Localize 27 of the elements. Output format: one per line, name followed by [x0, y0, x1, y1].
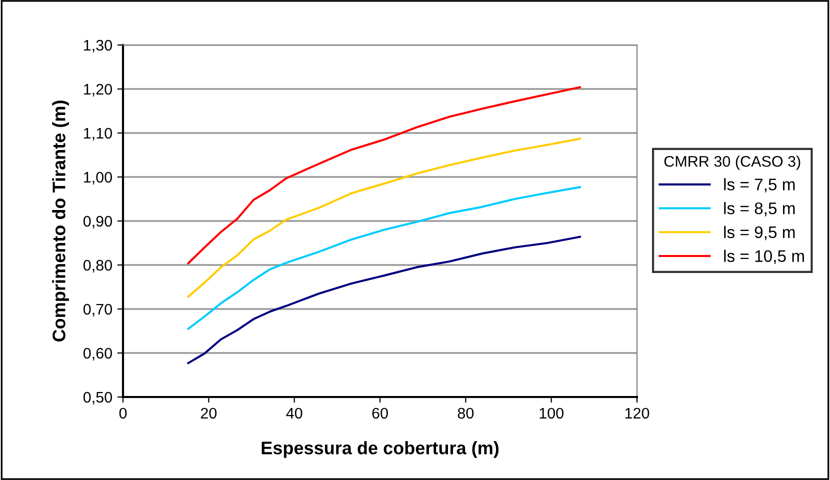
legend-title: CMRR 30 (CASO 3) [664, 156, 800, 170]
y-tick-label: 0,80 [83, 260, 112, 272]
line-series [187, 86, 581, 264]
y-tick-label: 1,00 [84, 172, 112, 184]
x-tick-label: 60 [372, 408, 388, 419]
y-tick-label: 0,50 [83, 392, 112, 404]
legend-label: ls = 10,5 m [724, 250, 804, 264]
line-series [187, 138, 581, 298]
y-tick-label: 1,30 [84, 40, 112, 52]
y-tick-label: 0,60 [83, 348, 112, 360]
x-tick-label: 0 [119, 408, 127, 419]
x-tick-label: 40 [286, 408, 302, 419]
legend-label: ls = 8,5 m [724, 202, 795, 216]
legend-label: ls = 9,5 m [724, 226, 795, 240]
x-tick-label: 20 [200, 408, 217, 419]
line-series [187, 236, 581, 364]
x-tick-label: 100 [540, 408, 564, 419]
y-tick-label: 0,70 [83, 304, 112, 316]
x-tick-label: 80 [458, 408, 474, 419]
y-tick-label: 0,90 [83, 216, 112, 228]
y-tick-label: 1,20 [84, 84, 112, 96]
x-tick-label: 120 [625, 408, 650, 419]
y-axis-title: Comprimento do Tirante (m) [52, 100, 69, 342]
line-series [187, 186, 581, 330]
y-tick-label: 1,10 [84, 128, 112, 140]
x-axis-title: Espessura de cobertura (m) [262, 441, 499, 458]
legend-label: ls = 7,5 m [724, 178, 795, 192]
